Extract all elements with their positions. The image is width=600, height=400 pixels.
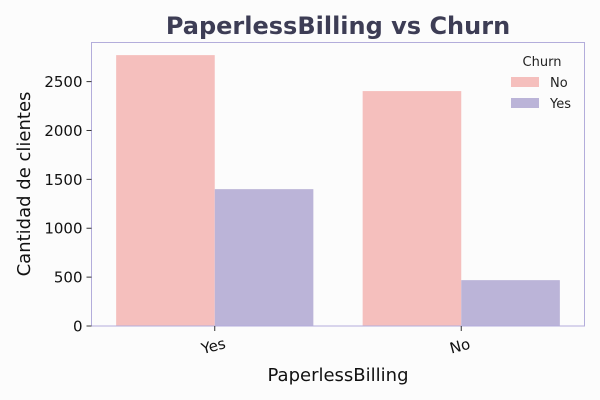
x-axis-ticks: Yes No — [198, 326, 472, 358]
y-tick-label: 2000 — [44, 122, 82, 140]
x-tick-label: No — [448, 335, 472, 358]
plot-frame — [91, 42, 585, 327]
x-tick-label: Yes — [198, 334, 227, 358]
bar-no-churn-no — [362, 91, 462, 327]
bar-yes-churn-no — [116, 55, 215, 326]
legend-label-yes: Yes — [549, 97, 571, 112]
legend-title: Churn — [523, 55, 562, 70]
y-tick-label: 1000 — [44, 220, 82, 238]
legend-swatch-yes — [511, 98, 539, 108]
y-axis-label: Cantidad de clientes — [14, 92, 35, 277]
y-tick-label: 2500 — [44, 73, 82, 91]
bar-yes-churn-yes — [214, 189, 314, 326]
legend: Churn No Yes — [511, 55, 571, 112]
legend-label-no: No — [550, 76, 568, 91]
y-axis-ticks: 0 500 1000 1500 2000 2500 — [44, 73, 92, 336]
y-tick-label: 500 — [54, 269, 83, 287]
plot-area — [116, 55, 560, 327]
bar-no-churn-yes — [461, 280, 560, 326]
y-tick-label: 1500 — [44, 171, 82, 189]
y-tick-label: 0 — [73, 318, 83, 336]
legend-swatch-no — [511, 77, 539, 87]
x-axis-label: PaperlessBilling — [268, 365, 409, 386]
chart-title: PaperlessBilling vs Churn — [166, 12, 510, 40]
